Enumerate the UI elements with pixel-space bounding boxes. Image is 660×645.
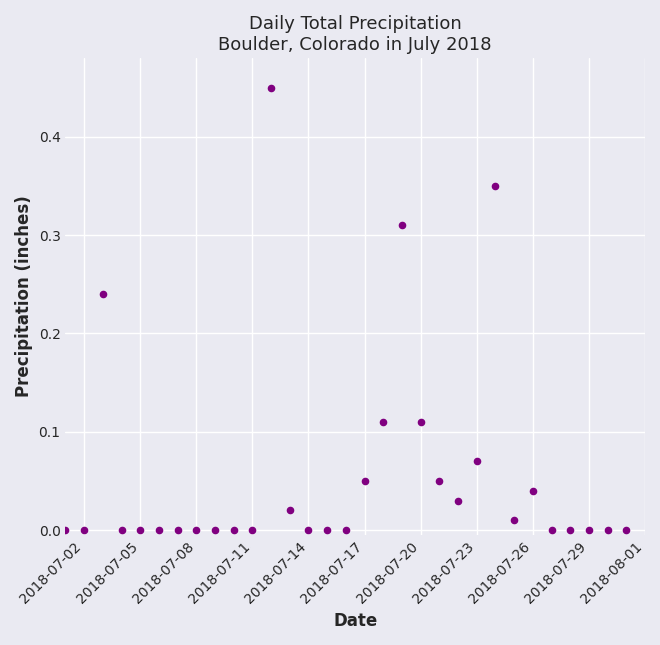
Point — [509, 515, 519, 525]
Point — [546, 525, 557, 535]
Point — [415, 417, 426, 427]
Point — [210, 525, 220, 535]
Point — [172, 525, 183, 535]
Point — [322, 525, 333, 535]
Point — [135, 525, 145, 535]
Point — [527, 486, 538, 496]
Point — [378, 417, 389, 427]
Point — [341, 525, 351, 535]
Point — [471, 456, 482, 466]
Point — [191, 525, 201, 535]
Point — [266, 83, 277, 93]
Point — [154, 525, 164, 535]
Point — [247, 525, 257, 535]
Point — [397, 220, 407, 230]
Point — [79, 525, 89, 535]
Point — [434, 476, 445, 486]
Point — [359, 476, 370, 486]
Point — [453, 495, 463, 506]
Point — [603, 525, 613, 535]
Point — [621, 525, 632, 535]
X-axis label: Date: Date — [333, 612, 378, 630]
Point — [116, 525, 127, 535]
Point — [60, 525, 71, 535]
Point — [583, 525, 594, 535]
Point — [303, 525, 313, 535]
Y-axis label: Precipitation (inches): Precipitation (inches) — [15, 195, 33, 397]
Point — [98, 289, 108, 299]
Point — [490, 181, 501, 191]
Point — [284, 505, 295, 515]
Point — [228, 525, 239, 535]
Title: Daily Total Precipitation
Boulder, Colorado in July 2018: Daily Total Precipitation Boulder, Color… — [218, 15, 492, 54]
Point — [565, 525, 576, 535]
